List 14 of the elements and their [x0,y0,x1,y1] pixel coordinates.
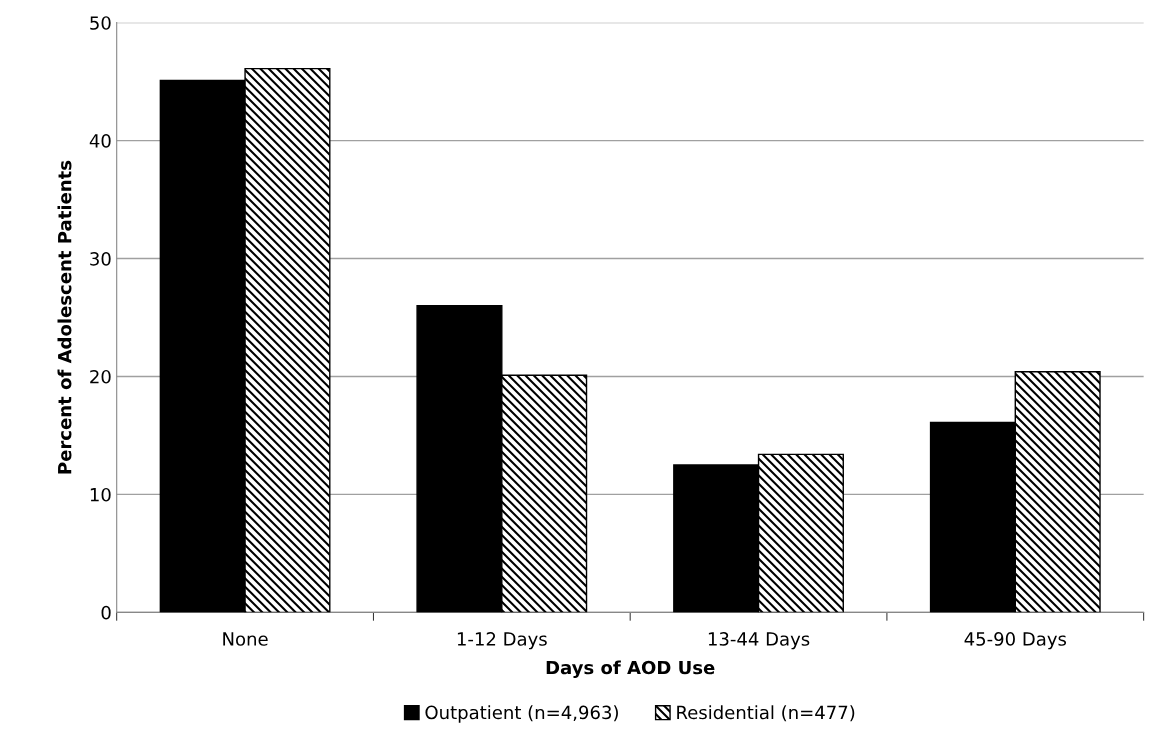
legend-label: Residential (n=477) [677,705,855,722]
y-axis-title: Percent of Adolescent Patients [57,160,72,474]
x-axis-title: Days of AOD Use [546,660,715,679]
y-tick-label: 10 [90,487,111,502]
x-tick-label: 13-44 Days [708,632,810,650]
y-tick-label: 30 [90,252,111,266]
x-tick-label: None [223,632,268,646]
y-tick-label: 40 [89,134,111,148]
y-tick-label: 0 [101,605,111,620]
legend-label: Outpatient (n=4,963) [425,705,618,723]
y-tick-label: 50 [90,16,111,30]
y-tick-label: 20 [90,369,111,384]
x-tick-label: 1-12 Days [457,632,547,650]
x-tick-label: 45-90 Days [964,632,1067,650]
